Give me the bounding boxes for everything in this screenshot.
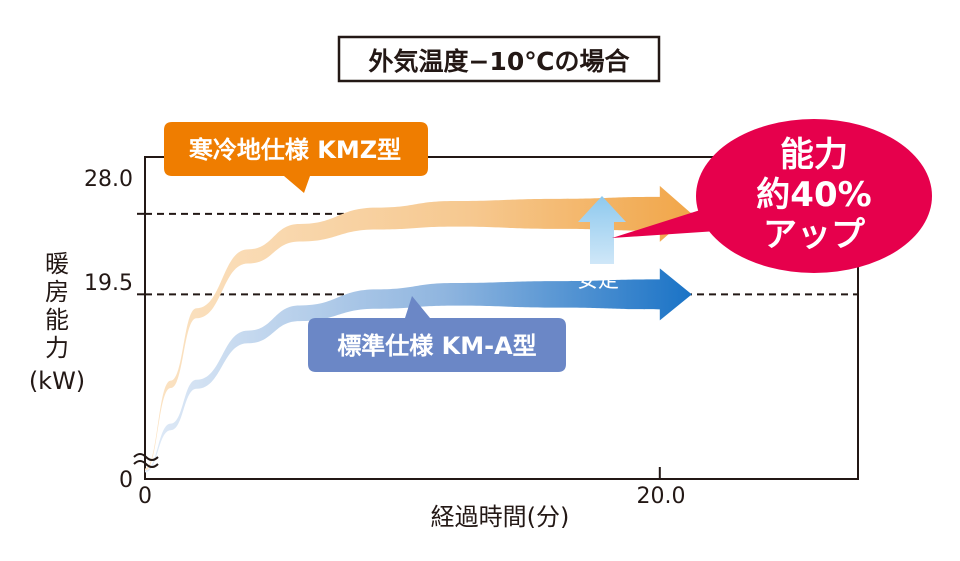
series-label-kmz: 寒冷地仕様 KMZ型 — [164, 122, 428, 193]
series-group — [145, 185, 692, 473]
title-box — [337, 35, 661, 83]
series-label-kma-box — [308, 296, 566, 372]
chart-title: 外気温度−10℃の場合 — [368, 47, 630, 76]
plot-frame — [144, 156, 859, 480]
y-axis-label-2: 房 — [45, 278, 69, 306]
x-tick-0: 0 — [138, 484, 152, 509]
callout: 能力 約40% アップ — [612, 119, 932, 273]
up-arrow — [578, 196, 626, 264]
series-band-kma — [145, 268, 692, 473]
series-label-kma: 標準仕様 KM-A型 — [308, 296, 566, 372]
callout-line-2: 約40% — [756, 175, 871, 215]
stable-label-kmz: 安定 — [577, 171, 619, 195]
stable-label-kma: 安定 — [577, 268, 619, 292]
y-axis-label: 暖 房 能 力 (kW) — [29, 250, 85, 395]
axis-break-mark — [133, 453, 159, 468]
x-tick-20-0: 20.0 — [637, 484, 686, 509]
y-axis-label-3: 能 — [45, 306, 69, 334]
y-axis-label-5: (kW) — [29, 367, 85, 395]
series-label-kmz-box — [164, 122, 428, 193]
y-tick-0: 0 — [119, 468, 133, 493]
callout-line-3: アップ — [763, 215, 865, 255]
series-label-kmz-text: 寒冷地仕様 KMZ型 — [189, 136, 401, 164]
series-band-kmz — [145, 185, 692, 471]
callout-bubble — [696, 119, 932, 273]
y-tick-28-0: 28.0 — [84, 167, 133, 192]
y-axis-label-1: 暖 — [45, 250, 69, 278]
callout-line-1: 能力 — [780, 135, 848, 175]
series-label-kma-text: 標準仕様 KM-A型 — [337, 332, 536, 360]
x-axis-label: 経過時間(分) — [431, 503, 570, 531]
y-axis-label-4: 力 — [45, 334, 69, 362]
y-tick-19-5: 19.5 — [84, 271, 133, 296]
